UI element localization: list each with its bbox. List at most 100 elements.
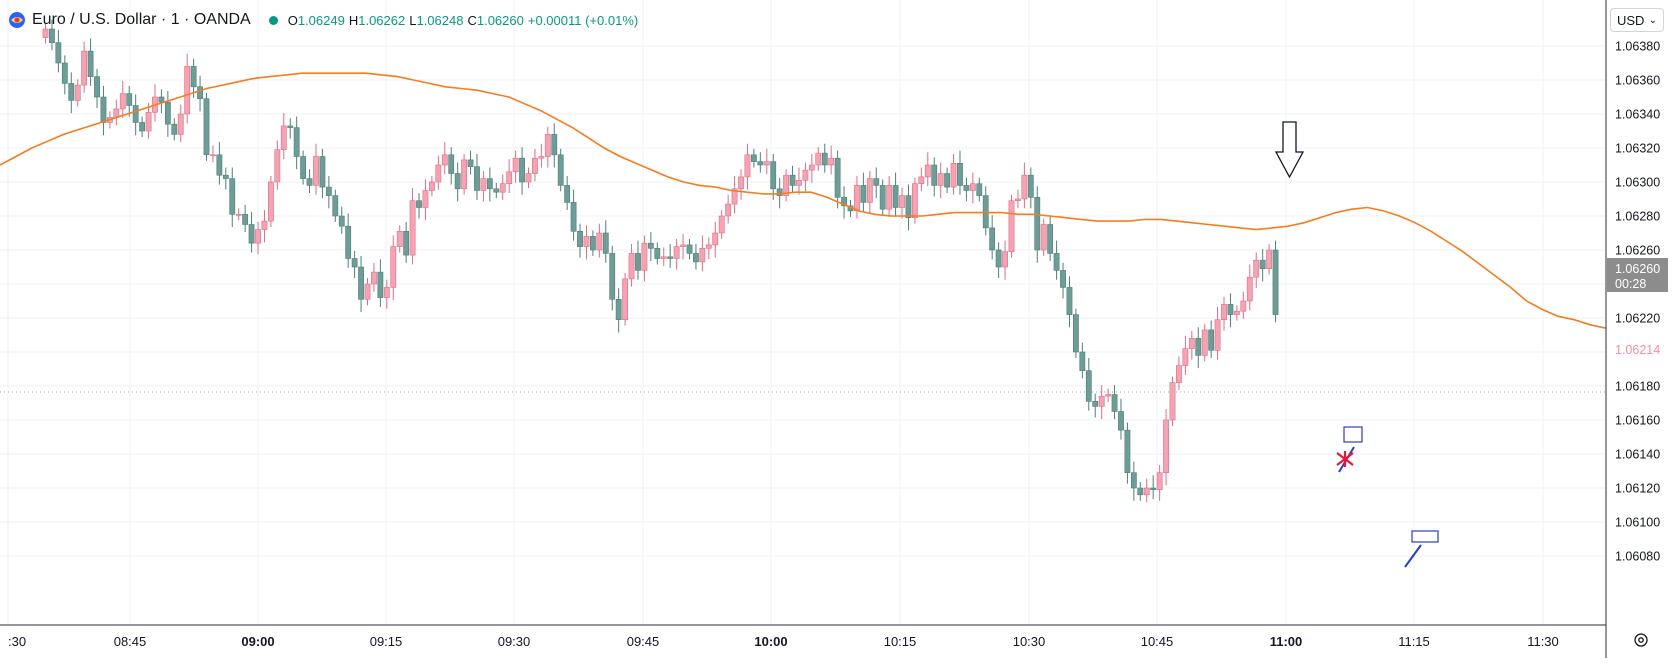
candle-body [132, 105, 139, 123]
candle-body [416, 200, 422, 208]
candle-body [145, 112, 152, 132]
candle-body [512, 157, 519, 173]
time-tick-label: 11:15 [1398, 634, 1430, 649]
candle-body [351, 258, 358, 268]
candle-body [841, 197, 847, 207]
candle-body [1272, 249, 1279, 315]
time-tick-label: 10:45 [1141, 634, 1174, 649]
annotation-box [1411, 530, 1439, 543]
candle-body [705, 244, 712, 249]
candle-body [815, 152, 822, 166]
candle-body [899, 195, 905, 208]
candle-body [744, 154, 751, 178]
candle-body [1259, 259, 1266, 270]
currency-selector[interactable]: USD ⌄ [1610, 8, 1664, 32]
candle-body [995, 249, 1002, 268]
candle-body [300, 156, 306, 179]
candle-body [486, 178, 493, 190]
candle-body [293, 127, 300, 157]
close-label: C [467, 12, 477, 28]
candle-body [280, 125, 287, 151]
candle-body [937, 173, 944, 186]
candle-body [725, 203, 732, 217]
candle-body [1137, 487, 1144, 496]
candle-body [242, 214, 249, 225]
grid-lines [0, 0, 1606, 625]
candle-body [866, 178, 873, 203]
candle-body [789, 174, 796, 186]
candle-body [371, 271, 377, 285]
candle-body [1034, 197, 1041, 251]
candle-body [1201, 329, 1208, 356]
candle-body [770, 161, 777, 190]
candle-body [190, 66, 197, 88]
open-label: O [287, 12, 298, 28]
time-tick-label: 09:15 [370, 634, 403, 649]
ma-price-tag [1607, 341, 1668, 358]
candle-body [763, 161, 770, 166]
moving-average-line [0, 72, 1607, 329]
close-value: 1.06260 [476, 12, 524, 28]
candle-body [989, 227, 996, 251]
candle-body [544, 134, 551, 157]
candle-body [499, 183, 506, 193]
candle-body [1047, 224, 1054, 254]
candle-body [42, 28, 49, 38]
candle-body [834, 157, 841, 198]
candle-body [255, 229, 261, 244]
candle-body [158, 96, 165, 103]
candle-body [557, 154, 564, 186]
candle-body [944, 173, 950, 188]
candle-body [802, 169, 809, 181]
candle-body [216, 154, 223, 176]
candle-body [313, 156, 319, 186]
candle-body [796, 180, 802, 186]
candle-body [821, 152, 828, 166]
candle-body [1015, 198, 1021, 202]
candle-body [74, 84, 81, 101]
symbol-title[interactable]: Euro / U.S. Dollar · 1 · OANDA [32, 11, 251, 28]
candle-body [1195, 338, 1202, 356]
candle-body [184, 66, 191, 115]
candle-body [261, 220, 268, 230]
price-tick-label: 1.06160 [1615, 414, 1660, 428]
candle-body [493, 188, 500, 193]
candle-body [235, 214, 242, 216]
ma-price-value: 1.06214 [1615, 343, 1660, 357]
time-tick-label: 09:00 [241, 634, 274, 649]
change-value: +0.00011 (+0.01%) [527, 12, 639, 28]
time-tick-label: 10:00 [754, 634, 787, 649]
candle-body [647, 242, 654, 249]
price-tick-label: 1.06180 [1615, 380, 1660, 394]
candle-body [409, 200, 416, 256]
candle-body [1111, 394, 1118, 412]
candle-body [229, 178, 236, 215]
candle-body [783, 174, 789, 196]
candle-body [931, 164, 938, 186]
candle-body [712, 232, 719, 246]
gear-icon [1634, 633, 1648, 647]
candle-body [435, 164, 442, 183]
time-tick-label: 09:30 [498, 634, 531, 649]
low-value: 1.06248 [416, 12, 464, 28]
candle-body [693, 253, 699, 263]
candle-body [377, 271, 384, 298]
candle-body [628, 253, 635, 280]
price-tick-label: 1.06320 [1615, 142, 1660, 156]
candle-body [325, 186, 332, 196]
candle-body [81, 50, 88, 86]
candle-body [1008, 200, 1015, 252]
candle-body [615, 298, 622, 320]
candle-body [306, 178, 313, 186]
candle-body [969, 183, 976, 191]
candle-body [525, 173, 532, 183]
candle-body [422, 190, 429, 208]
candle-body [1143, 487, 1150, 496]
candle-body [911, 183, 918, 218]
candle-body [886, 185, 893, 210]
settings-button[interactable] [1628, 628, 1654, 652]
candle-body [1124, 429, 1131, 474]
candle-body [699, 248, 706, 263]
